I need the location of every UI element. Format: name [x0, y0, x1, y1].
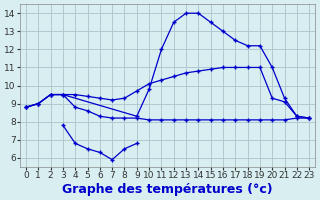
X-axis label: Graphe des températures (°c): Graphe des températures (°c): [62, 183, 273, 196]
